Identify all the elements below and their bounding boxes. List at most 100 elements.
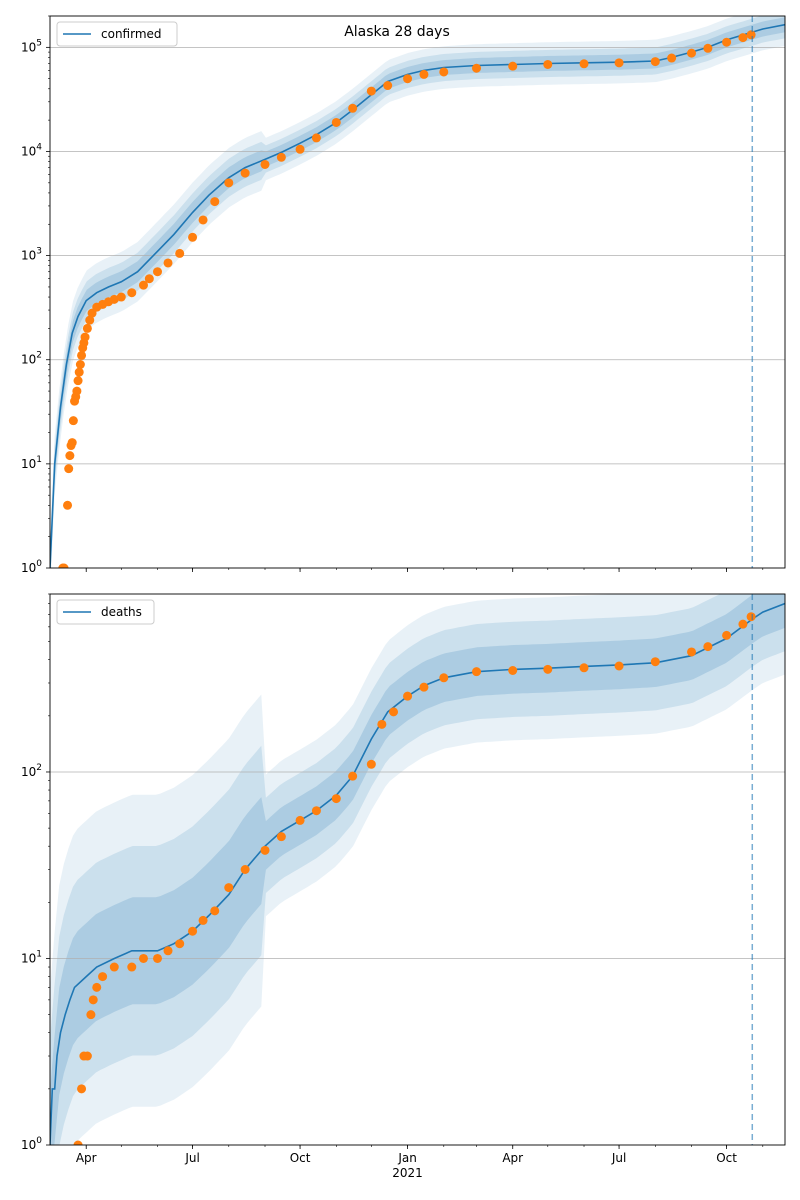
observed-point bbox=[746, 612, 756, 622]
observed-point bbox=[73, 376, 83, 386]
observed-point bbox=[472, 63, 482, 73]
observed-point bbox=[419, 69, 429, 79]
observed-point bbox=[72, 386, 82, 396]
x-tick-label: Apr bbox=[76, 1151, 97, 1165]
x-tick-label: Apr bbox=[502, 1151, 523, 1165]
observed-point bbox=[667, 53, 677, 63]
observed-point bbox=[295, 815, 305, 825]
confirmed-gridlines bbox=[50, 46, 785, 465]
x-tick-label: Oct bbox=[716, 1151, 737, 1165]
observed-point bbox=[543, 59, 553, 69]
observed-point bbox=[198, 915, 208, 925]
y-tick-label: 101 bbox=[21, 455, 42, 471]
y-tick-label: 105 bbox=[21, 38, 42, 54]
observed-point bbox=[98, 972, 108, 982]
observed-point bbox=[508, 61, 518, 71]
y-tick-label: 102 bbox=[21, 763, 42, 779]
plot-frame bbox=[49, 593, 786, 1146]
observed-point bbox=[738, 33, 748, 43]
observed-point bbox=[738, 619, 748, 629]
observed-point bbox=[579, 663, 589, 673]
observed-point bbox=[377, 719, 387, 729]
deaths-observed-points bbox=[73, 612, 756, 1145]
observed-point bbox=[366, 86, 376, 96]
deaths-series-lines bbox=[50, 602, 785, 1145]
y-tick-label: 101 bbox=[21, 949, 42, 965]
observed-point bbox=[175, 939, 185, 949]
y-tick-label: 104 bbox=[21, 142, 42, 158]
observed-point bbox=[331, 794, 341, 804]
observed-point bbox=[74, 367, 84, 377]
observed-point bbox=[439, 67, 449, 77]
x-tick-label: Jul bbox=[611, 1151, 626, 1165]
observed-point bbox=[138, 280, 148, 290]
confirmed-uncertainty-bands bbox=[50, 16, 785, 568]
observed-point bbox=[188, 232, 198, 242]
observed-point bbox=[703, 43, 713, 53]
observed-point bbox=[276, 152, 286, 162]
observed-point bbox=[260, 159, 270, 169]
confirmed-axes: 100 101 102 103 104 105 bbox=[21, 15, 786, 575]
x-year-label: 2021 bbox=[392, 1166, 423, 1180]
y-tick-label: 100 bbox=[21, 559, 42, 575]
observed-point bbox=[88, 995, 98, 1005]
legend-box bbox=[56, 21, 178, 47]
observed-point bbox=[224, 883, 234, 893]
observed-point bbox=[311, 806, 321, 816]
uncertainty-band-0 bbox=[50, 594, 785, 1145]
observed-point bbox=[92, 982, 102, 992]
series-line-deaths bbox=[50, 602, 785, 1145]
observed-point bbox=[153, 267, 163, 277]
observed-point bbox=[65, 451, 75, 461]
observed-point bbox=[80, 332, 90, 342]
observed-point bbox=[75, 360, 85, 370]
observed-point bbox=[650, 657, 660, 667]
confirmed-panel: 100 101 102 103 104 105 confirmed bbox=[21, 15, 786, 575]
observed-point bbox=[614, 58, 624, 68]
observed-point bbox=[109, 962, 119, 972]
legend-label: deaths bbox=[101, 605, 142, 619]
observed-point bbox=[419, 682, 429, 692]
observed-point bbox=[67, 438, 77, 448]
observed-point bbox=[276, 832, 286, 842]
observed-point bbox=[746, 30, 756, 40]
observed-point bbox=[85, 315, 95, 325]
observed-point bbox=[439, 673, 449, 683]
observed-point bbox=[383, 81, 393, 91]
observed-point bbox=[138, 953, 148, 963]
observed-point bbox=[614, 661, 624, 671]
observed-point bbox=[68, 416, 78, 426]
y-tick-label: 100 bbox=[21, 1136, 42, 1152]
observed-point bbox=[73, 1140, 83, 1145]
observed-point bbox=[63, 500, 73, 510]
observed-point bbox=[311, 133, 321, 143]
observed-point bbox=[188, 926, 198, 936]
deaths-axes: 100 101 102 Apr Jul Oct Jan Apr Jul Oct 2021 bbox=[21, 593, 786, 1180]
observed-point bbox=[389, 707, 399, 717]
deaths-legend: deaths bbox=[56, 599, 155, 625]
observed-point bbox=[210, 906, 220, 916]
observed-point bbox=[687, 647, 697, 657]
observed-point bbox=[348, 103, 358, 113]
x-tick-label: Oct bbox=[290, 1151, 311, 1165]
deaths-gridlines bbox=[50, 771, 785, 959]
observed-point bbox=[260, 845, 270, 855]
observed-point bbox=[295, 144, 305, 154]
legend-box bbox=[56, 599, 155, 625]
observed-point bbox=[198, 215, 208, 225]
observed-point bbox=[348, 771, 358, 781]
confirmed-legend: confirmed bbox=[56, 21, 178, 47]
observed-point bbox=[722, 630, 732, 640]
observed-point bbox=[403, 74, 413, 84]
observed-point bbox=[116, 292, 126, 302]
y-tick-label: 103 bbox=[21, 247, 42, 263]
observed-point bbox=[687, 48, 697, 58]
observed-point bbox=[82, 1051, 92, 1061]
deaths-panel: 100 101 102 Apr Jul Oct Jan Apr Jul Oct 2021 death… bbox=[21, 593, 786, 1180]
observed-point bbox=[64, 464, 74, 474]
observed-point bbox=[163, 258, 173, 268]
confirmed-observed-points bbox=[58, 30, 756, 568]
observed-point bbox=[82, 323, 92, 333]
observed-point bbox=[77, 350, 87, 360]
observed-point bbox=[240, 168, 250, 178]
